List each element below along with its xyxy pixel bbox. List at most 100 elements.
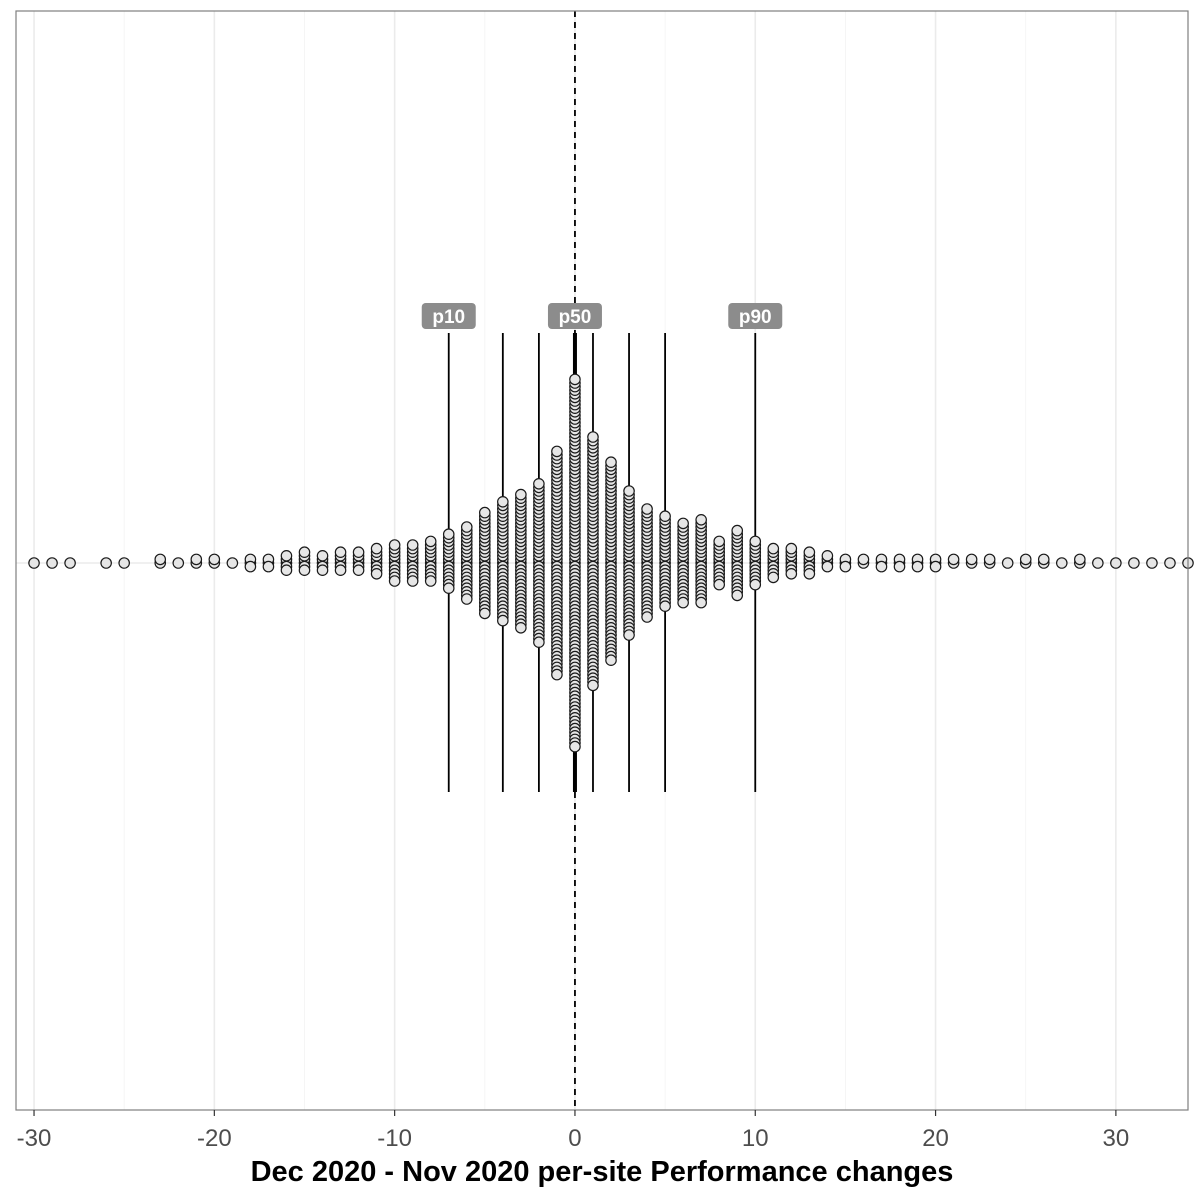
data-point	[64, 557, 76, 569]
data-point	[533, 636, 545, 648]
data-point	[785, 542, 798, 555]
data-point	[605, 654, 617, 666]
data-point	[388, 539, 401, 551]
data-point	[352, 546, 365, 558]
data-point	[677, 596, 689, 609]
data-point	[298, 564, 311, 576]
data-point	[875, 560, 888, 573]
data-point	[28, 557, 40, 569]
data-points	[28, 373, 1194, 753]
data-point	[857, 553, 870, 566]
data-point	[1055, 557, 1068, 569]
data-point	[821, 549, 834, 562]
data-point	[1164, 557, 1176, 569]
data-point	[569, 740, 581, 753]
data-point	[497, 495, 509, 508]
data-point	[172, 557, 185, 569]
data-point	[749, 535, 762, 548]
data-point	[460, 593, 473, 605]
data-point	[244, 560, 257, 573]
data-point	[190, 553, 203, 566]
data-point	[983, 553, 996, 566]
data-point	[118, 557, 130, 569]
percentile-label: p10	[432, 307, 465, 328]
data-point	[370, 542, 383, 555]
data-point	[154, 553, 167, 566]
data-point	[406, 539, 419, 551]
x-tick-label: 0	[568, 1125, 581, 1152]
data-point	[551, 668, 563, 681]
data-point	[442, 582, 455, 594]
data-point	[587, 679, 599, 692]
data-point	[478, 506, 491, 519]
data-point	[965, 553, 978, 566]
x-tick-label: 10	[742, 1125, 769, 1152]
data-point	[1001, 557, 1014, 569]
data-point	[677, 517, 689, 530]
x-axis: -30 -20 -10 0 10 20 30	[17, 1110, 1130, 1152]
data-point	[352, 564, 365, 576]
data-point	[442, 528, 455, 540]
panel-border	[15, 10, 1189, 1111]
data-point	[424, 535, 437, 548]
data-point	[569, 373, 581, 386]
data-point	[839, 560, 852, 573]
data-point	[821, 560, 834, 573]
percentile-label-box	[421, 303, 476, 329]
data-point	[424, 575, 437, 587]
percentile-label-box	[547, 303, 602, 329]
data-point	[803, 546, 816, 558]
data-point	[533, 477, 545, 490]
x-tick-label: -30	[17, 1125, 52, 1152]
data-point	[388, 575, 401, 587]
data-point	[298, 546, 311, 558]
data-point	[731, 589, 744, 602]
data-point	[100, 557, 112, 569]
data-point	[208, 553, 221, 566]
data-point	[623, 629, 635, 641]
data-point	[767, 571, 780, 584]
data-point	[641, 503, 653, 515]
data-point	[641, 611, 653, 623]
data-point	[1110, 557, 1122, 569]
data-point	[334, 564, 347, 576]
data-point	[731, 524, 744, 537]
data-point	[695, 513, 707, 526]
data-point	[803, 567, 816, 580]
data-point	[370, 567, 383, 580]
x-axis-title: Dec 2020 - Nov 2020 per-site Performance…	[251, 1156, 954, 1188]
data-point	[713, 578, 725, 591]
data-point	[478, 607, 491, 620]
data-point	[659, 510, 671, 522]
data-point	[767, 542, 780, 555]
data-point	[316, 549, 329, 562]
data-point	[460, 521, 473, 533]
data-point	[280, 564, 293, 576]
data-point	[515, 488, 527, 501]
percentile-label: p50	[559, 307, 592, 328]
data-point	[947, 553, 960, 566]
data-point	[623, 485, 635, 497]
percentile-labels: p10 p50 p90	[421, 303, 783, 329]
data-point	[749, 578, 762, 591]
data-point	[587, 431, 599, 443]
data-point	[1128, 557, 1140, 569]
percentile-label-box	[728, 303, 783, 329]
data-point	[1074, 553, 1086, 566]
data-point	[334, 546, 347, 558]
data-point	[1092, 557, 1104, 569]
data-point	[929, 560, 942, 573]
data-point	[911, 560, 924, 573]
data-point	[262, 560, 275, 573]
data-point	[1019, 553, 1032, 566]
data-point	[893, 560, 906, 573]
x-tick-label: 30	[1103, 1125, 1130, 1152]
data-point	[280, 549, 293, 562]
data-point	[659, 600, 671, 612]
data-point	[497, 614, 509, 627]
data-point	[785, 567, 798, 580]
percentile-label: p90	[739, 307, 772, 328]
data-point	[226, 557, 239, 569]
data-point	[316, 564, 329, 576]
